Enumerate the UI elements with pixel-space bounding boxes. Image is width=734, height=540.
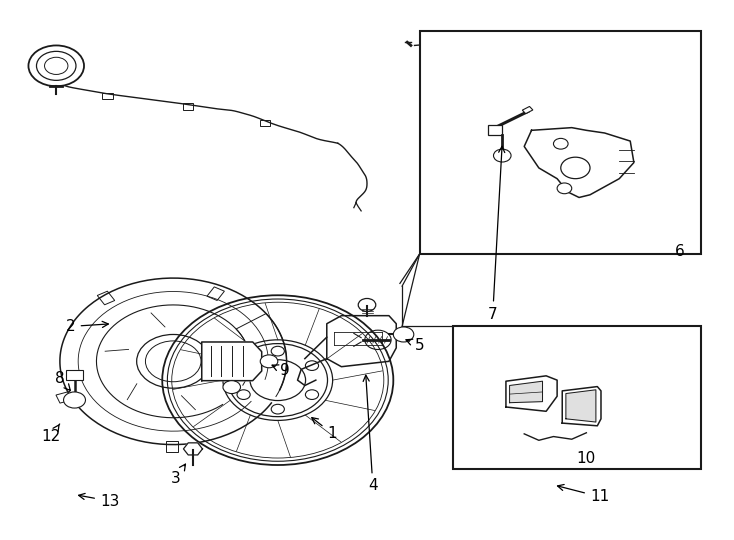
Circle shape	[37, 51, 76, 80]
Bar	[420, 31, 701, 254]
Polygon shape	[566, 390, 596, 422]
Text: 2: 2	[66, 319, 109, 334]
Circle shape	[45, 57, 68, 75]
Circle shape	[261, 355, 277, 368]
Bar	[183, 104, 193, 110]
Circle shape	[64, 392, 85, 408]
Circle shape	[557, 183, 572, 194]
Text: 11: 11	[558, 484, 609, 504]
Bar	[66, 370, 83, 380]
Bar	[523, 106, 533, 113]
Circle shape	[305, 361, 319, 370]
Circle shape	[237, 361, 250, 370]
Circle shape	[237, 390, 250, 400]
Polygon shape	[562, 387, 601, 426]
Text: 10: 10	[577, 450, 596, 465]
Polygon shape	[202, 342, 262, 381]
Circle shape	[223, 381, 241, 394]
Polygon shape	[184, 443, 203, 455]
Bar	[98, 291, 115, 305]
Bar	[453, 326, 701, 469]
Text: 12: 12	[42, 424, 61, 444]
Circle shape	[29, 45, 84, 86]
Circle shape	[553, 138, 568, 149]
Text: 13: 13	[79, 494, 120, 509]
Text: 9: 9	[272, 363, 290, 379]
Circle shape	[305, 390, 319, 400]
Text: 7: 7	[488, 146, 505, 321]
Bar	[166, 441, 178, 451]
Circle shape	[271, 346, 284, 356]
Text: 6: 6	[675, 244, 685, 259]
Polygon shape	[506, 376, 557, 411]
Circle shape	[271, 404, 284, 414]
Text: 4: 4	[363, 375, 378, 494]
Bar	[260, 119, 270, 126]
Bar	[487, 125, 502, 135]
Text: 3: 3	[170, 464, 186, 486]
Text: 1: 1	[312, 417, 337, 441]
Bar	[207, 287, 225, 300]
Text: 5: 5	[406, 338, 424, 353]
Circle shape	[393, 327, 414, 342]
Bar	[102, 93, 112, 99]
Bar	[56, 392, 73, 403]
Text: 8: 8	[55, 371, 70, 390]
Polygon shape	[509, 381, 542, 403]
Polygon shape	[524, 127, 634, 198]
Circle shape	[561, 157, 590, 179]
Circle shape	[493, 149, 511, 162]
